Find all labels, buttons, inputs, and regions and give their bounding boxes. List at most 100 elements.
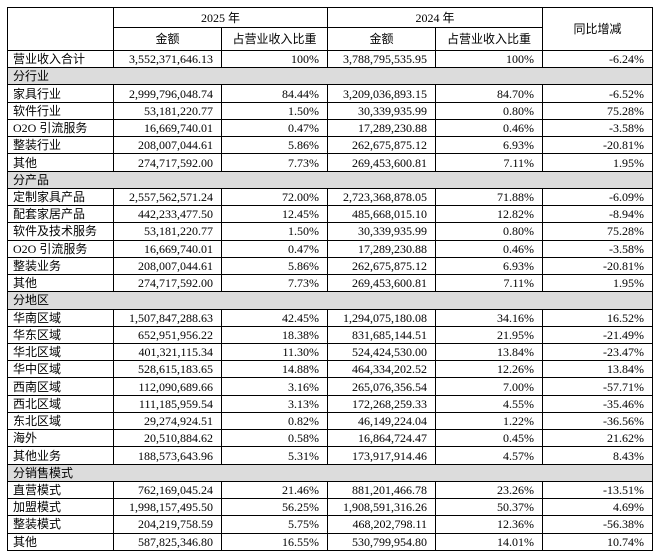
row-label: 家具行业 xyxy=(7,84,114,103)
cell-ratio-2024: 7.00% xyxy=(435,377,544,396)
cell-amount-2025: 188,573,643.96 xyxy=(113,446,222,465)
cell-yoy-change: 16.52% xyxy=(542,308,653,327)
year-2025-header: 2025 年 xyxy=(112,7,329,28)
row-label: 华东区域 xyxy=(7,325,114,344)
yoy-change-header: 同比增减 xyxy=(542,7,653,51)
table-row: 定制家具产品 2,557,562,571.24 72.00% 2,723,368,87… xyxy=(7,187,653,207)
cell-amount-2025: 528,615,183.65 xyxy=(113,360,222,379)
cell-amount-2025: 652,951,956.22 xyxy=(113,325,222,344)
cell-amount-2024: 262,675,875.12 xyxy=(327,256,437,276)
cell-amount-2025: 20,510,884.62 xyxy=(113,429,222,448)
cell-amount-2024: 17,289,230.88 xyxy=(327,239,437,258)
cell-ratio-2024: 71.88% xyxy=(435,187,544,207)
table-row: 华南区域 1,507,847,288.63 42.45% 1,294,075,180.… xyxy=(7,308,653,327)
cell-yoy-change: 4.69% xyxy=(542,498,653,517)
cell-yoy-change: 13.84% xyxy=(542,360,653,379)
cell-ratio-2024: 0.46% xyxy=(435,239,544,258)
cell-amount-2025: 16,669,740.01 xyxy=(113,118,222,138)
table-row: O2O 引流服务 16,669,740.01 0.47% 17,289,230.88 0… xyxy=(7,118,653,138)
row-label: 加盟模式 xyxy=(7,498,114,517)
cell-ratio-2024: 6.93% xyxy=(435,136,544,155)
cell-ratio-2024: 84.70% xyxy=(435,84,544,103)
amount-2024-header: 金额 xyxy=(327,27,437,51)
row-label: 其他 xyxy=(7,274,114,293)
cell-amount-2025: 274,717,592.00 xyxy=(113,153,222,172)
table-row: 其他 274,717,592.00 7.73% 269,453,600.81 7.11%… xyxy=(7,274,653,293)
table-row: 西南区域 112,090,689.66 3.16% 265,076,356.54 7.0… xyxy=(7,377,653,396)
cell-yoy-change: -23.47% xyxy=(542,342,653,362)
cell-amount-2025: 112,090,689.66 xyxy=(113,377,222,396)
table-row: 华东区域 652,951,956.22 18.38% 831,685,144.51 21… xyxy=(7,325,653,344)
cell-amount-2024: 524,424,530.00 xyxy=(327,342,437,362)
cell-ratio-2024: 12.36% xyxy=(435,515,544,534)
cell-ratio-2025: 5.75% xyxy=(220,515,329,534)
cell-amount-2024: 468,202,798.11 xyxy=(327,515,437,534)
cell-yoy-change: -3.58% xyxy=(542,239,653,258)
cell-ratio-2025: 7.73% xyxy=(220,274,329,293)
cell-amount-2025: 29,274,924.51 xyxy=(113,411,222,431)
cell-amount-2024: 485,668,015.10 xyxy=(327,205,437,224)
cell-amount-2024: 173,917,914.46 xyxy=(327,446,437,465)
row-label: 西南区域 xyxy=(7,377,114,396)
cell-yoy-change: -57.71% xyxy=(542,377,653,396)
row-label: 西北区域 xyxy=(7,394,114,413)
cell-amount-2025: 1,998,157,495.50 xyxy=(113,498,222,517)
cell-amount-2025: 111,185,959.54 xyxy=(113,394,222,413)
cell-yoy-change: 75.28% xyxy=(542,101,653,120)
cell-ratio-2024: 7.11% xyxy=(435,274,544,293)
cell-ratio-2024: 0.45% xyxy=(435,429,544,448)
cell-ratio-2025: 56.25% xyxy=(220,498,329,517)
row-label: 直营模式 xyxy=(7,480,114,500)
cell-amount-2025: 274,717,592.00 xyxy=(113,274,222,293)
table-row: 东北区域 29,274,924.51 0.82% 46,149,224.04 1.22%… xyxy=(7,411,653,431)
amount-2025-header: 金额 xyxy=(113,27,222,51)
section-label: 分销售模式 xyxy=(6,463,653,482)
row-label: 其他业务 xyxy=(7,446,114,465)
section-label: 分产品 xyxy=(6,170,653,189)
cell-ratio-2025: 3.16% xyxy=(220,377,329,396)
cell-amount-2025: 208,007,044.61 xyxy=(113,136,222,155)
cell-amount-2025: 762,169,045.24 xyxy=(113,480,222,500)
cell-amount-2024: 2,723,368,878.05 xyxy=(327,187,437,207)
cell-ratio-2024: 12.26% xyxy=(435,360,544,379)
cell-ratio-2024: 100% xyxy=(435,49,544,69)
cell-amount-2024: 265,076,356.54 xyxy=(327,377,437,396)
cell-amount-2025: 2,999,796,048.74 xyxy=(113,84,222,103)
row-label: 其他 xyxy=(7,153,114,172)
cell-ratio-2025: 14.88% xyxy=(220,360,329,379)
cell-ratio-2025: 42.45% xyxy=(220,308,329,327)
cell-ratio-2025: 0.47% xyxy=(220,118,329,138)
cell-amount-2025: 1,507,847,288.63 xyxy=(113,308,222,327)
section-label: 分行业 xyxy=(6,67,653,86)
table-row: 其他 274,717,592.00 7.73% 269,453,600.81 7.11%… xyxy=(7,153,653,172)
table-row: 配套家居产品 442,233,477.50 12.45% 485,668,015.10… xyxy=(7,205,653,224)
header-row-metrics: 金额 占营业收入比重 金额 占营业收入比重 xyxy=(8,27,653,51)
row-label: 软件行业 xyxy=(7,101,114,120)
section-row: 分地区 xyxy=(6,291,653,310)
cell-amount-2025: 208,007,044.61 xyxy=(113,256,222,276)
cell-yoy-change: 75.28% xyxy=(542,222,653,241)
cell-amount-2025: 401,321,115.34 xyxy=(113,342,222,362)
cell-amount-2024: 3,209,036,893.15 xyxy=(327,84,437,103)
cell-yoy-change: -13.51% xyxy=(542,480,653,500)
cell-amount-2024: 30,339,935.99 xyxy=(327,222,437,241)
cell-amount-2025: 53,181,220.77 xyxy=(113,101,222,120)
cell-ratio-2024: 12.82% xyxy=(435,205,544,224)
table-body: 营业收入合计 3,552,371,646.13 100% 3,788,795,535.… xyxy=(6,49,653,552)
row-label: O2O 引流服务 xyxy=(7,118,114,138)
section-row: 分产品 xyxy=(6,170,653,189)
cell-amount-2024: 464,334,202.52 xyxy=(327,360,437,379)
table-row: 其他业务 188,573,643.96 5.31% 173,917,914.46 4.5… xyxy=(7,446,653,465)
row-label: 华北区域 xyxy=(7,342,114,362)
cell-amount-2025: 53,181,220.77 xyxy=(113,222,222,241)
cell-ratio-2024: 4.55% xyxy=(435,394,544,413)
cell-amount-2024: 30,339,935.99 xyxy=(327,101,437,120)
cell-amount-2024: 1,294,075,180.08 xyxy=(327,308,437,327)
ratio-2024-header: 占营业收入比重 xyxy=(435,27,544,51)
table-row: 西北区域 111,185,959.54 3.13% 172,268,259.33 4.5… xyxy=(7,394,653,413)
row-label: 整装业务 xyxy=(7,256,114,276)
cell-ratio-2025: 5.86% xyxy=(220,136,329,155)
table-row: 华中区域 528,615,183.65 14.88% 464,334,202.52 12… xyxy=(7,360,653,379)
cell-ratio-2025: 21.46% xyxy=(220,480,329,500)
cell-yoy-change: -3.58% xyxy=(542,118,653,138)
